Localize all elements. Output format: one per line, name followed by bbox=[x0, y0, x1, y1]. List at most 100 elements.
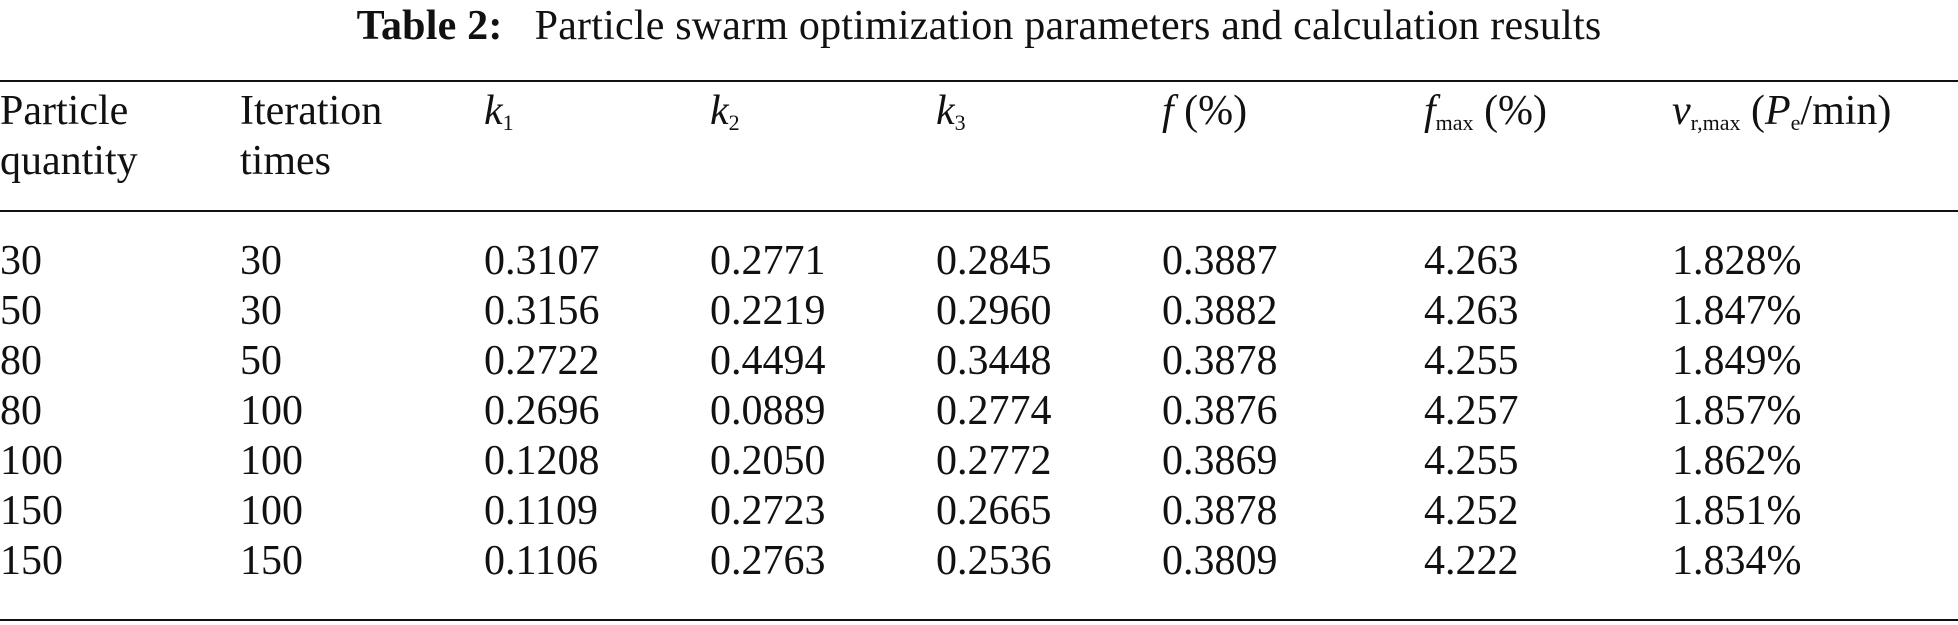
header-vrmax-unit-subscript: e bbox=[1790, 110, 1801, 135]
cell-particle-quantity: 150 bbox=[0, 538, 63, 584]
cell-particle-quantity: 30 bbox=[0, 238, 42, 284]
cell-k2: 0.2219 bbox=[710, 288, 826, 334]
cell-k1: 0.2722 bbox=[484, 338, 600, 384]
cell-particle-quantity: 100 bbox=[0, 438, 63, 484]
cell-fmax: 4.263 bbox=[1424, 238, 1519, 284]
header-rule bbox=[0, 210, 1958, 212]
cell-f: 0.3878 bbox=[1162, 338, 1278, 384]
header-vrmax-unit-symbol: P bbox=[1764, 88, 1791, 134]
header-f: f (%) bbox=[1162, 82, 1424, 214]
header-particle-quantity: Particle quantity bbox=[0, 82, 240, 214]
cell-particle-quantity: 50 bbox=[0, 288, 42, 334]
cell-iteration-times: 100 bbox=[240, 488, 303, 534]
cell-k2: 0.2771 bbox=[710, 238, 826, 284]
cell-k3: 0.2772 bbox=[936, 438, 1052, 484]
cell-k2: 0.2050 bbox=[710, 438, 826, 484]
header-iteration-times-line-2: times bbox=[240, 138, 331, 184]
cell-fmax: 4.255 bbox=[1424, 438, 1519, 484]
cell-particle-quantity: 150 bbox=[0, 488, 63, 534]
bottom-rule bbox=[0, 619, 1958, 621]
cell-vrmax: 1.847% bbox=[1672, 288, 1802, 334]
cell-f: 0.3869 bbox=[1162, 438, 1278, 484]
cell-k1: 0.3156 bbox=[484, 288, 600, 334]
cell-k1: 0.3107 bbox=[484, 238, 600, 284]
header-k3-subscript: 3 bbox=[954, 110, 966, 135]
cell-k3: 0.2536 bbox=[936, 538, 1052, 584]
header-f-symbol: f bbox=[1162, 88, 1174, 134]
header-k2-symbol: k bbox=[710, 88, 729, 134]
header-fmax-unit: (%) bbox=[1473, 88, 1548, 134]
cell-k3: 0.3448 bbox=[936, 338, 1052, 384]
cell-k3: 0.2665 bbox=[936, 488, 1052, 534]
top-rule bbox=[0, 80, 1958, 82]
header-k1-symbol: k bbox=[484, 88, 503, 134]
cell-k2: 0.2723 bbox=[710, 488, 826, 534]
cell-iteration-times: 30 bbox=[240, 238, 282, 284]
header-vrmax-symbol: v bbox=[1672, 88, 1691, 134]
header-particle-quantity-line-2: quantity bbox=[0, 138, 138, 184]
cell-k3: 0.2960 bbox=[936, 288, 1052, 334]
cell-fmax: 4.255 bbox=[1424, 338, 1519, 384]
cell-iteration-times: 100 bbox=[240, 388, 303, 434]
cell-fmax: 4.257 bbox=[1424, 388, 1519, 434]
header-fmax-symbol: f bbox=[1424, 88, 1436, 134]
cell-iteration-times: 100 bbox=[240, 438, 303, 484]
table-row: 150 150 0.1106 0.2763 0.2536 0.3809 4.22… bbox=[0, 536, 1958, 586]
cell-f: 0.3809 bbox=[1162, 538, 1278, 584]
header-particle-quantity-line-1: Particle bbox=[0, 88, 129, 134]
cell-fmax: 4.252 bbox=[1424, 488, 1519, 534]
cell-iteration-times: 30 bbox=[240, 288, 282, 334]
cell-iteration-times: 150 bbox=[240, 538, 303, 584]
cell-k2: 0.2763 bbox=[710, 538, 826, 584]
cell-vrmax: 1.851% bbox=[1672, 488, 1802, 534]
table-row: 100 100 0.1208 0.2050 0.2772 0.3869 4.25… bbox=[0, 436, 1958, 486]
table-row: 80 100 0.2696 0.0889 0.2774 0.3876 4.257… bbox=[0, 386, 1958, 436]
cell-k1: 0.1208 bbox=[484, 438, 600, 484]
cell-f: 0.3882 bbox=[1162, 288, 1278, 334]
table-row: 30 30 0.3107 0.2771 0.2845 0.3887 4.263 … bbox=[0, 214, 1958, 286]
header-vrmax-subscript: r,max bbox=[1690, 110, 1741, 135]
table-row: 50 30 0.3156 0.2219 0.2960 0.3882 4.263 … bbox=[0, 286, 1958, 336]
cell-k3: 0.2845 bbox=[936, 238, 1052, 284]
cell-fmax: 4.263 bbox=[1424, 288, 1519, 334]
header-row: Particle quantity Iteration times k1 k2 … bbox=[0, 82, 1958, 214]
cell-k1: 0.2696 bbox=[484, 388, 600, 434]
cell-vrmax: 1.828% bbox=[1672, 238, 1802, 284]
table-caption: Table 2: Particle swarm optimization par… bbox=[0, 0, 1958, 70]
cell-k3: 0.2774 bbox=[936, 388, 1052, 434]
cell-k2: 0.4494 bbox=[710, 338, 826, 384]
header-iteration-times: Iteration times bbox=[240, 82, 484, 214]
cell-vrmax: 1.834% bbox=[1672, 538, 1802, 584]
header-k1: k1 bbox=[484, 82, 710, 214]
header-fmax-subscript: max bbox=[1435, 110, 1474, 135]
table-row: 150 100 0.1109 0.2723 0.2665 0.3878 4.25… bbox=[0, 486, 1958, 536]
header-k3: k3 bbox=[936, 82, 1162, 214]
cell-k1: 0.1106 bbox=[484, 538, 598, 584]
header-vrmax-unit-open: ( bbox=[1740, 88, 1765, 134]
cell-f: 0.3887 bbox=[1162, 238, 1278, 284]
caption-text-spacer bbox=[513, 3, 524, 49]
header-f-unit: (%) bbox=[1173, 88, 1248, 134]
header-vrmax-unit-close: /min) bbox=[1800, 88, 1892, 134]
cell-f: 0.3878 bbox=[1162, 488, 1278, 534]
cell-particle-quantity: 80 bbox=[0, 338, 42, 384]
header-k1-subscript: 1 bbox=[502, 110, 514, 135]
table-header: Particle quantity Iteration times k1 k2 … bbox=[0, 82, 1958, 214]
caption-text: Particle swarm optimization parameters a… bbox=[534, 3, 1602, 49]
cell-fmax: 4.222 bbox=[1424, 538, 1519, 584]
cell-k1: 0.1109 bbox=[484, 488, 598, 534]
header-k2: k2 bbox=[710, 82, 936, 214]
cell-k2: 0.0889 bbox=[710, 388, 826, 434]
table-body: 30 30 0.3107 0.2771 0.2845 0.3887 4.263 … bbox=[0, 214, 1958, 586]
header-iteration-times-line-1: Iteration bbox=[240, 88, 383, 134]
table-row: 80 50 0.2722 0.4494 0.3448 0.3878 4.255 … bbox=[0, 336, 1958, 386]
cell-vrmax: 1.857% bbox=[1672, 388, 1802, 434]
header-k3-symbol: k bbox=[936, 88, 955, 134]
caption-label: Table 2: bbox=[356, 3, 503, 49]
cell-vrmax: 1.862% bbox=[1672, 438, 1802, 484]
results-table: Particle quantity Iteration times k1 k2 … bbox=[0, 82, 1958, 586]
cell-vrmax: 1.849% bbox=[1672, 338, 1802, 384]
cell-f: 0.3876 bbox=[1162, 388, 1278, 434]
cell-particle-quantity: 80 bbox=[0, 388, 42, 434]
header-vrmax: vr,max (Pe/min) bbox=[1672, 82, 1958, 214]
